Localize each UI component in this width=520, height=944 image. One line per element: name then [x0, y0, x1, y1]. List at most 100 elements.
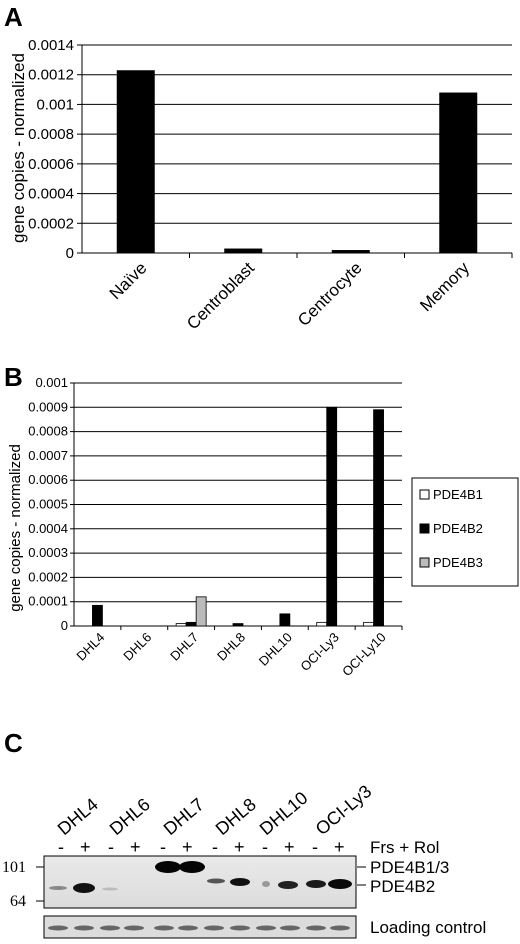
- legend-label-pde4b3: PDE4B3: [433, 555, 483, 570]
- chart-b-ylabel: gene copies - normalized: [7, 444, 24, 612]
- loading-control-label: Loading control: [370, 918, 486, 937]
- panel-label-c: C: [4, 728, 23, 758]
- x-tick-label: Memory: [416, 258, 473, 315]
- bar-oci-ly10-pde4b2: [373, 409, 384, 627]
- sign-minus: -: [160, 837, 166, 857]
- y-tick-label: 0.0001: [28, 594, 68, 609]
- sign-minus: -: [58, 837, 64, 857]
- band-oci-ly3-plus: [328, 879, 352, 889]
- y-tick-label: 0.0008: [28, 126, 74, 143]
- blot-lane-dhl6: DHL6: [106, 794, 154, 839]
- bar-oci-ly3-pde4b2: [326, 406, 338, 627]
- y-tick-label: 0.0004: [28, 521, 68, 536]
- sign-plus: +: [284, 837, 295, 857]
- band-dhl7-minus: [155, 861, 181, 873]
- y-tick-label: 0.0002: [28, 215, 74, 232]
- blot-lane-dhl8: DHL8: [212, 794, 260, 839]
- x-tick-label: Centroblast: [183, 258, 258, 333]
- blot-loading-control: Loading control: [43, 915, 486, 939]
- loading-band: [124, 925, 144, 931]
- loading-band: [330, 925, 350, 931]
- blot-lane-oci-ly3: OCI-Ly3: [312, 781, 376, 839]
- y-tick-label: 0: [66, 245, 74, 262]
- sign-minus: -: [212, 837, 218, 857]
- chart-a-ylabel: gene copies - normalized: [9, 53, 28, 243]
- sign-plus: +: [334, 837, 345, 857]
- loading-band: [306, 925, 326, 931]
- band-dhl8-minus: [207, 878, 225, 884]
- y-tick-label: 0.0008: [28, 424, 68, 439]
- chart-b: 0 0.0001 0.0002 0.0003 0.0004 0.0005 0.0006 0.0…: [28, 375, 403, 679]
- sign-plus: +: [80, 837, 91, 857]
- blot-lane-dhl7: DHL7: [160, 794, 208, 839]
- bar-oci-ly10-pde4b1: [363, 621, 374, 627]
- loading-band: [100, 925, 120, 931]
- x-tick-label: DHL4: [73, 630, 107, 664]
- legend-swatch-pde4b3: [419, 557, 430, 568]
- y-tick-label: 0.0006: [28, 472, 68, 487]
- x-tick-label: DHL7: [167, 630, 201, 664]
- sign-minus: -: [312, 837, 318, 857]
- loading-band: [230, 925, 250, 931]
- loading-band: [280, 925, 300, 931]
- chart-a: 0 0.0002 0.0004 0.0006 0.0008 0.001 0.0012 0.00…: [28, 37, 513, 333]
- band-dhl6-minus: [102, 887, 118, 891]
- panel-label-a: A: [4, 2, 23, 32]
- band-dhl7-plus: [179, 861, 205, 873]
- legend-frame: [411, 477, 519, 587]
- loading-band: [204, 925, 224, 931]
- y-tick-label: 0.0006: [28, 156, 74, 173]
- bar-dhl7-pde4b3: [195, 596, 207, 627]
- x-tick-label: Centrocyte: [294, 258, 366, 330]
- bar-centrocyte: [331, 250, 370, 253]
- band-dhl10-plus: [278, 881, 298, 889]
- sign-minus: -: [262, 837, 268, 857]
- bar-oci-ly3-pde4b1: [316, 621, 328, 627]
- y-tick-label: 0: [61, 618, 68, 633]
- x-tick-label: DHL10: [256, 630, 295, 669]
- treatment-label: Frs + Rol: [370, 838, 439, 857]
- band-oci-ly3-minus: [306, 880, 326, 888]
- legend-swatch-pde4b1: [419, 489, 430, 500]
- loading-band: [48, 925, 68, 931]
- x-tick-label: DHL8: [214, 630, 248, 664]
- y-tick-label: 0.0003: [28, 545, 68, 560]
- loading-band: [154, 925, 174, 931]
- mw-marker-64: 64: [10, 893, 26, 910]
- mw-marker-101: 101: [2, 859, 26, 876]
- blot-lane-labels: DHL4 DHL6 DHL7 DHL8 DHL10 OCI-Ly3: [54, 781, 376, 839]
- blot-treatment-signs: - + - + - + - + - + - + Frs + Rol: [58, 837, 439, 857]
- band-label-pde4b2: PDE4B2: [370, 877, 435, 896]
- bar-centroblast: [224, 248, 263, 253]
- blot-main: [43, 855, 357, 909]
- x-tick-label: Naïve: [106, 258, 151, 303]
- bar-dhl4-pde4b2: [92, 604, 103, 627]
- panel-label-b: B: [4, 362, 23, 392]
- y-tick-label: 0.0014: [28, 37, 74, 54]
- legend-label-pde4b2: PDE4B2: [433, 521, 483, 536]
- y-tick-label: 0.0007: [28, 448, 68, 463]
- sign-plus: +: [182, 837, 193, 857]
- band-dhl10-minus: [262, 881, 270, 887]
- loading-band: [256, 925, 276, 931]
- sign-minus: -: [108, 837, 114, 857]
- y-tick-label: 0.001: [35, 375, 68, 390]
- bar-dhl7-pde4b1: [175, 623, 187, 627]
- legend-swatch-pde4b2: [419, 523, 430, 534]
- y-tick-label: 0.0009: [28, 399, 68, 414]
- x-tick-label: OCI-Ly3: [297, 630, 341, 674]
- loading-membrane: [43, 915, 357, 939]
- sign-plus: +: [234, 837, 245, 857]
- bar-dhl8-pde4b2: [232, 623, 244, 627]
- bar-dhl10-pde4b2: [279, 613, 291, 627]
- y-tick-label: 0.0005: [28, 497, 68, 512]
- band-dhl4-plus: [73, 883, 95, 893]
- y-tick-label: 0.0012: [28, 67, 74, 84]
- band-label-pde4b1-3: PDE4B1/3: [370, 858, 449, 877]
- y-tick-label: 0.001: [36, 96, 74, 113]
- band-dhl4-minus: [49, 886, 67, 890]
- blot-mw-markers: 101 64: [2, 859, 44, 910]
- loading-band: [74, 925, 94, 931]
- blot-lane-dhl4: DHL4: [54, 794, 102, 839]
